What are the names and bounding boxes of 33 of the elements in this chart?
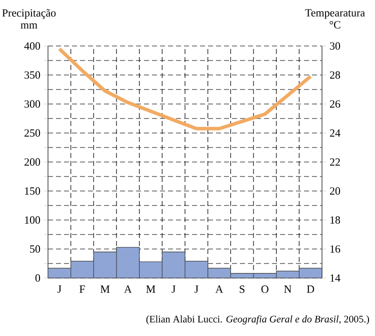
x-tick-label: J [194, 286, 198, 293]
x-tick-label: J [172, 286, 176, 293]
x-tick-label: M [146, 286, 156, 293]
x-tick-label: A [124, 286, 132, 293]
x-tick-label: M [100, 286, 110, 293]
x-tick-label: D [306, 286, 314, 293]
y2-tick-label: 16 [330, 245, 340, 253]
y-tick-label: 150 [25, 187, 40, 195]
x-tick-label: A [215, 286, 224, 293]
y2-axis-title: Tempearatura °C [305, 9, 365, 28]
y2-tick-label: 14 [330, 274, 340, 282]
y2-tick-label: 24 [330, 129, 340, 137]
y2-tick-label: 22 [330, 158, 340, 166]
y-tick-label: 0 [35, 274, 40, 282]
y2-tick-label: 18 [330, 216, 340, 224]
x-tick-label: J [58, 286, 62, 293]
y-axis-title: Precipitação mm [2, 9, 56, 28]
y-tick-label: 50 [30, 245, 40, 253]
y2-tick-label: 20 [330, 187, 340, 195]
y-tick-label: 200 [24, 158, 40, 166]
y-tick-label: 100 [25, 216, 40, 224]
y-tick-label: 400 [24, 42, 40, 50]
y-tick-label: 350 [24, 71, 40, 79]
y-tick-label: 250 [24, 129, 40, 137]
y2-tick-label: 26 [330, 100, 340, 108]
y2-tick-label: 28 [330, 71, 340, 79]
x-tick-label: N [284, 286, 292, 293]
y-tick-label: 300 [24, 100, 40, 108]
x-tick-label: F [80, 286, 85, 293]
x-tick-label: S [240, 286, 244, 293]
text: (Elian Alabi Lucci. Geografia Geral e do Brasil, 2005.) [146, 315, 370, 324]
x-tick-label: O [261, 286, 268, 293]
y2-tick-label: 30 [330, 42, 340, 50]
